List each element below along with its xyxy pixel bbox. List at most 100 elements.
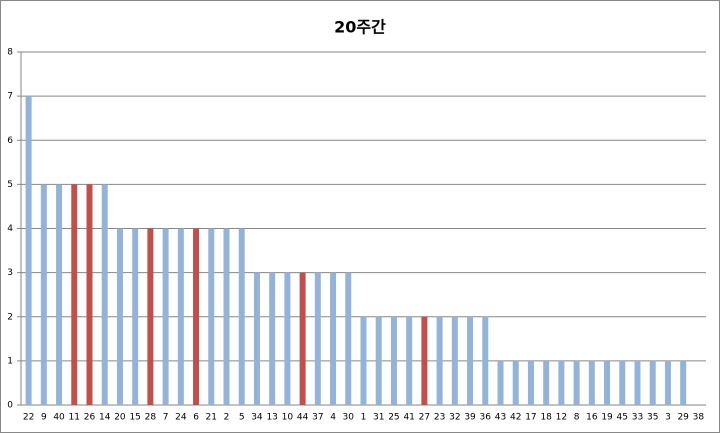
bar — [132, 228, 139, 405]
y-tick-label: 1 — [7, 356, 13, 366]
x-tick-label: 1 — [361, 413, 367, 423]
bar — [238, 228, 245, 405]
x-tick-label: 6 — [193, 413, 199, 423]
bar — [390, 316, 397, 405]
x-tick-label: 34 — [251, 413, 263, 423]
x-tick-label: 13 — [266, 413, 277, 423]
x-tick-label: 25 — [388, 413, 399, 423]
x-tick-label: 18 — [540, 413, 552, 423]
bar — [573, 360, 580, 405]
x-tick-label: 8 — [574, 413, 580, 423]
x-tick-label: 2 — [224, 413, 230, 423]
bar — [512, 360, 519, 405]
bar — [451, 316, 458, 405]
x-tick-label: 17 — [525, 413, 536, 423]
bar — [406, 316, 413, 405]
x-tick-label: 42 — [510, 413, 521, 423]
bar — [497, 360, 504, 405]
y-tick-label: 4 — [7, 224, 13, 234]
bar — [664, 360, 671, 405]
bar — [421, 316, 428, 405]
x-tick-label: 28 — [145, 413, 157, 423]
bar — [649, 360, 656, 405]
bar — [360, 316, 367, 405]
bar — [162, 228, 169, 405]
x-tick-label: 24 — [175, 413, 187, 423]
bar — [208, 228, 215, 405]
bar — [436, 316, 443, 405]
bar — [330, 272, 337, 405]
x-tick-label: 3 — [665, 413, 671, 423]
x-tick-label: 11 — [69, 413, 80, 423]
bar — [71, 184, 78, 405]
x-tick-label: 37 — [312, 413, 323, 423]
y-tick-label: 6 — [7, 136, 13, 146]
bar — [56, 184, 63, 405]
x-tick-label: 31 — [373, 413, 384, 423]
bar — [314, 272, 321, 405]
bar — [345, 272, 352, 405]
bar — [253, 272, 260, 405]
x-tick-label: 12 — [556, 413, 567, 423]
bar — [116, 228, 123, 405]
bar — [269, 272, 276, 405]
bar — [40, 184, 47, 405]
bar — [25, 96, 32, 405]
x-tick-label: 35 — [647, 413, 658, 423]
x-tick-label: 9 — [41, 413, 47, 423]
x-tick-label: 7 — [163, 413, 169, 423]
y-tick-label: 3 — [7, 268, 13, 278]
bar — [604, 360, 611, 405]
chart-title: 20주간 — [334, 18, 386, 37]
y-tick-label: 5 — [7, 180, 13, 190]
bar — [147, 228, 154, 405]
y-tick-label: 2 — [7, 312, 13, 322]
x-tick-label: 16 — [586, 413, 598, 423]
bar — [299, 272, 306, 405]
x-tick-label: 30 — [343, 413, 355, 423]
x-tick-label: 5 — [239, 413, 245, 423]
x-tick-label: 14 — [99, 413, 111, 423]
bar — [619, 360, 626, 405]
x-tick-label: 10 — [282, 413, 294, 423]
bar — [193, 228, 200, 405]
x-tick-label: 32 — [449, 413, 460, 423]
x-tick-label: 4 — [330, 413, 336, 423]
y-tick-label: 0 — [7, 401, 13, 411]
x-tick-label: 15 — [129, 413, 140, 423]
bar — [527, 360, 534, 405]
x-tick-label: 27 — [419, 413, 430, 423]
y-tick-label: 8 — [7, 48, 13, 58]
bar — [680, 360, 687, 405]
bar — [101, 184, 108, 405]
x-tick-label: 19 — [601, 413, 613, 423]
x-tick-label: 23 — [434, 413, 445, 423]
bar — [634, 360, 641, 405]
x-tick-label: 41 — [403, 413, 414, 423]
x-tick-label: 43 — [495, 413, 506, 423]
x-tick-label: 36 — [480, 413, 492, 423]
bar — [177, 228, 184, 405]
bar — [588, 360, 595, 405]
x-tick-label: 44 — [297, 413, 309, 423]
bar — [467, 316, 474, 405]
bar — [284, 272, 291, 405]
bar — [543, 360, 550, 405]
bar — [558, 360, 565, 405]
bar — [86, 184, 93, 405]
x-tick-label: 38 — [693, 413, 705, 423]
bar — [223, 228, 230, 405]
x-tick-label: 22 — [23, 413, 34, 423]
bar — [482, 316, 489, 405]
x-tick-label: 26 — [84, 413, 96, 423]
x-tick-label: 39 — [464, 413, 476, 423]
x-tick-label: 33 — [632, 413, 643, 423]
bar — [375, 316, 382, 405]
y-tick-label: 7 — [7, 92, 13, 102]
x-tick-label: 29 — [677, 413, 689, 423]
x-tick-label: 40 — [53, 413, 65, 423]
x-tick-label: 45 — [617, 413, 628, 423]
x-tick-label: 20 — [114, 413, 126, 423]
